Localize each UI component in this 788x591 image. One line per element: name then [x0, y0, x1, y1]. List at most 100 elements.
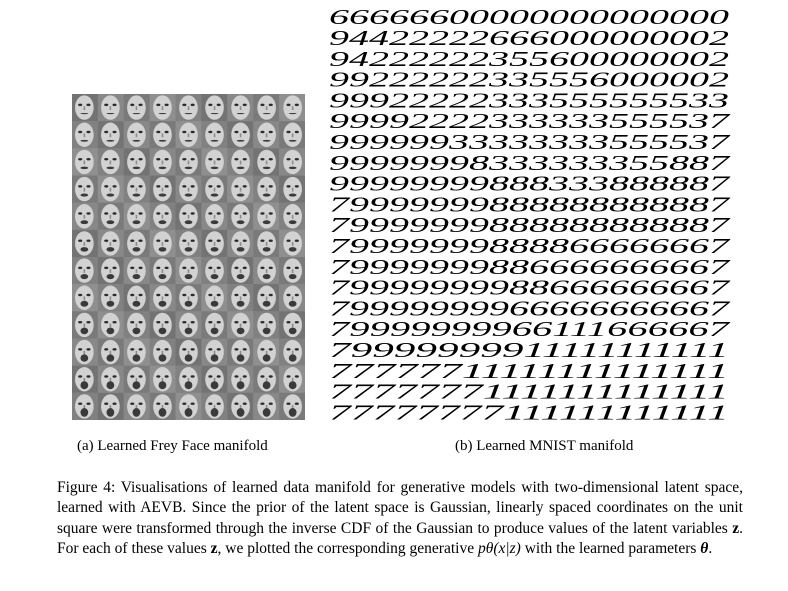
frey-face-tile — [253, 148, 280, 176]
frey-face-tile — [97, 121, 124, 149]
frey-face-tile — [201, 338, 228, 366]
frey-face-tile — [201, 392, 228, 420]
frey-face-tile — [97, 94, 124, 122]
frey-face-tile — [279, 229, 305, 257]
mnist-digit-row: 66666600000000000000 — [329, 8, 730, 29]
frey-face-tile — [201, 175, 228, 203]
frey-face-tile — [97, 175, 124, 203]
frey-face-tile — [253, 121, 280, 149]
frey-face-tile — [123, 284, 150, 312]
frey-face-tile — [253, 284, 280, 312]
frey-face-tile — [201, 284, 228, 312]
frey-face-tile — [97, 284, 124, 312]
frey-face-tile — [97, 311, 124, 339]
frey-face-tile — [149, 175, 176, 203]
mnist-digit-row: 99222222335556000002 — [329, 68, 730, 92]
frey-face-tile — [227, 284, 254, 312]
frey-face-tile — [123, 148, 150, 176]
frey-face-tile — [97, 392, 124, 420]
frey-face-tile — [72, 284, 98, 312]
frey-face-tile — [149, 338, 176, 366]
frey-face-tile — [72, 121, 98, 149]
frey-face-tile — [97, 148, 124, 176]
frey-face-tile — [253, 257, 280, 285]
caption-theta: θ — [700, 540, 709, 558]
frey-face-tile — [97, 202, 124, 230]
mnist-digit-row: 99922222333555555533 — [329, 88, 729, 112]
frey-face-tile — [123, 365, 150, 393]
frey-face-tile — [97, 365, 124, 393]
frey-face-tile — [97, 338, 124, 366]
frey-face-tile — [279, 338, 305, 366]
frey-face-tile — [175, 311, 202, 339]
frey-face-tile — [149, 148, 176, 176]
frey-face-tile — [253, 229, 280, 257]
mnist-digit-row: 94422222666000000002 — [329, 26, 730, 50]
frey-face-tile — [227, 257, 254, 285]
frey-face-tile — [149, 311, 176, 339]
frey-face-manifold — [72, 94, 305, 420]
frey-face-tile — [279, 121, 305, 149]
frey-face-tile — [175, 148, 202, 176]
mnist-digit-row: 79999999888888888887 — [329, 192, 732, 216]
mnist-manifold: 66666600000000000000 94422222666000000002… — [325, 8, 735, 424]
caption-latent-z-2: z — [210, 540, 218, 558]
frey-face-tile — [149, 365, 176, 393]
caption-text-suffix: . — [708, 540, 713, 558]
frey-face-tile — [97, 229, 124, 257]
frey-face-tile — [227, 392, 254, 420]
frey-face-tile — [72, 311, 98, 339]
frey-face-tile — [97, 257, 124, 285]
frey-face-tile — [123, 392, 150, 420]
frey-face-tile — [72, 257, 98, 285]
mnist-digit-row: 79999999988666666667 — [329, 276, 732, 300]
frey-face-tile — [72, 175, 98, 203]
frey-face-tile — [123, 229, 150, 257]
frey-face-tile — [279, 392, 305, 420]
frey-face-tile — [253, 175, 280, 203]
frey-face-tile — [227, 202, 254, 230]
frey-face-tile — [227, 148, 254, 176]
frey-face-tile — [72, 365, 98, 393]
frey-face-tile — [149, 202, 176, 230]
caption-panel-b: (b) Learned MNIST manifold — [455, 438, 634, 454]
frey-face-tile — [201, 202, 228, 230]
frey-face-tile — [175, 202, 202, 230]
mnist-digit-row: 99999999888333888887 — [329, 172, 732, 196]
mnist-digit-row: 79999999888866666667 — [329, 234, 732, 258]
caption-text-mid3: with the learned parameters — [520, 540, 701, 558]
frey-face-tile — [279, 175, 305, 203]
mnist-digit-row: 77777771111111111111 — [329, 380, 729, 404]
mnist-digit-row: 99999998333333355887 — [329, 151, 732, 175]
frey-face-tile — [201, 94, 228, 122]
caption-panel-a: (a) Learned Frey Face manifold — [77, 438, 268, 454]
caption-text-mid2: , we plotted the corresponding generativ… — [217, 540, 478, 558]
frey-face-tile — [279, 202, 305, 230]
frey-face-tile — [227, 365, 254, 393]
mnist-digit-row: 77777711111111111111 — [329, 359, 729, 383]
frey-face-tile — [201, 229, 228, 257]
frey-face-tile — [149, 229, 176, 257]
frey-face-tile — [201, 311, 228, 339]
frey-face-tile — [149, 284, 176, 312]
caption-likelihood-math: pθ(x|z) — [477, 540, 521, 558]
frey-face-tile — [72, 229, 98, 257]
frey-face-tile — [227, 121, 254, 149]
frey-face-tile — [175, 257, 202, 285]
frey-face-tile — [279, 148, 305, 176]
frey-face-tile — [123, 202, 150, 230]
mnist-digit-grid: 6666660000000000000094422222666000000002… — [329, 8, 732, 424]
frey-face-tile — [175, 121, 202, 149]
frey-face-tile — [201, 365, 228, 393]
frey-face-tile — [123, 175, 150, 203]
frey-face-grid — [72, 94, 305, 420]
caption-latent-z: z — [732, 519, 740, 537]
frey-face-tile — [253, 365, 280, 393]
frey-face-tile — [253, 94, 280, 122]
frey-face-tile — [227, 338, 254, 366]
mnist-digit-row: 94222222355600000002 — [329, 47, 730, 71]
frey-face-tile — [279, 284, 305, 312]
frey-face-tile — [72, 94, 98, 122]
frey-face-tile — [72, 148, 98, 176]
frey-face-tile — [279, 94, 305, 122]
